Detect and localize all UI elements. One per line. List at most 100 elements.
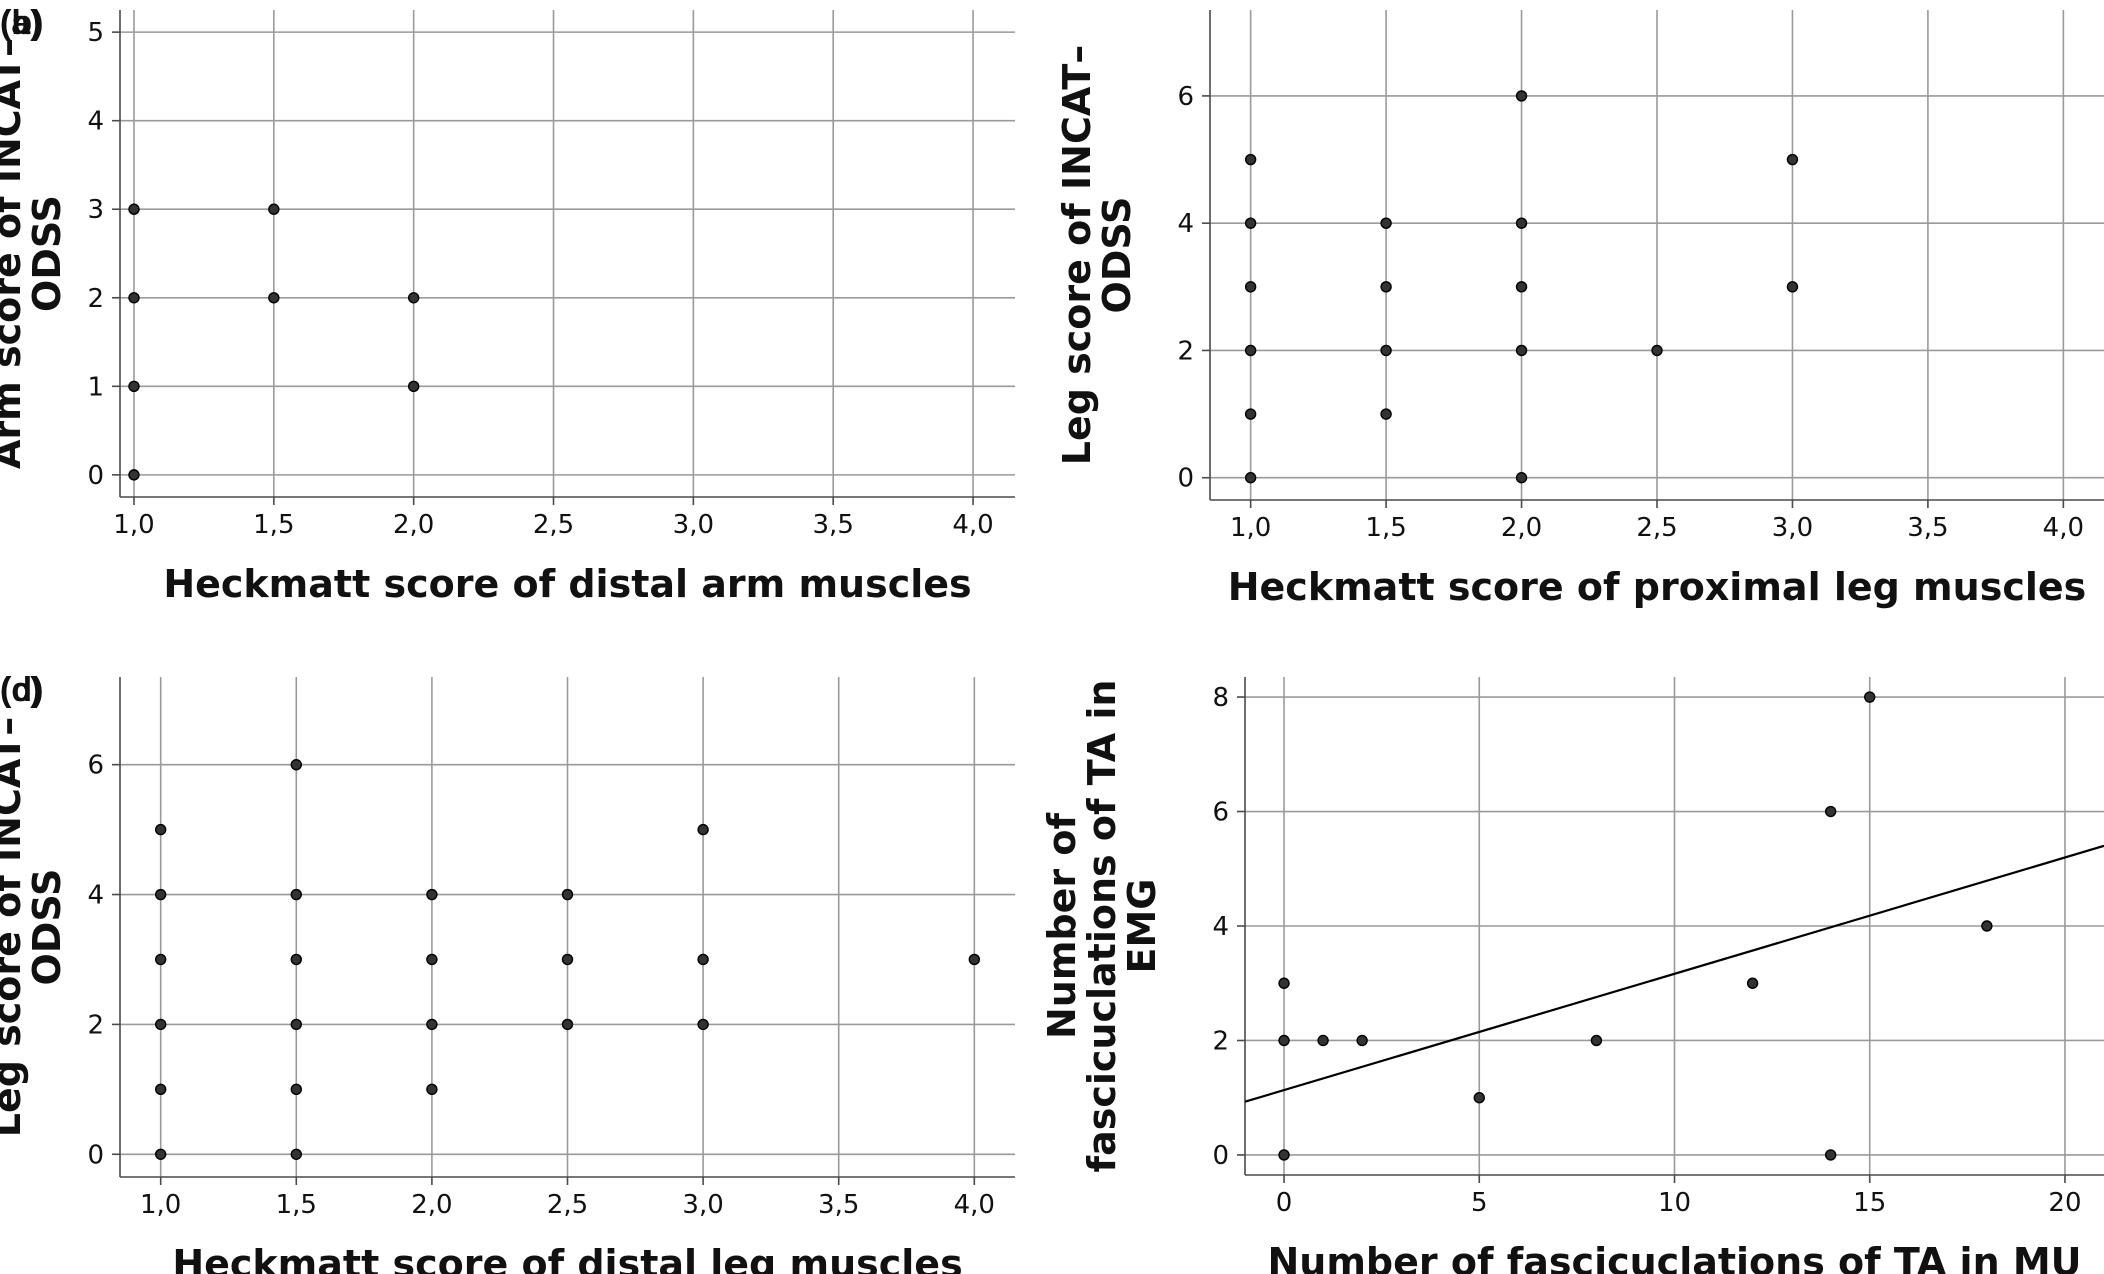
data-point — [1981, 920, 1993, 932]
data-point — [1864, 691, 1876, 703]
y-tick-label: 1 — [87, 372, 104, 402]
x-tick-label: 2,0 — [393, 510, 434, 540]
data-point — [154, 1148, 167, 1160]
panel-label: (a) — [0, 4, 42, 42]
x-tick-label: 1,5 — [276, 1190, 317, 1220]
x-tick-label: 3,5 — [813, 510, 854, 540]
data-point — [128, 203, 140, 215]
y-tick-label: 2 — [87, 1010, 104, 1040]
data-point — [407, 292, 420, 304]
data-point — [290, 953, 302, 966]
y-axis-title-line: EMG — [1120, 879, 1164, 974]
data-point — [697, 953, 709, 966]
x-tick-label: 0 — [1276, 1188, 1293, 1218]
data-point — [290, 1083, 302, 1096]
y-axis-title-line: ODSS — [25, 195, 69, 312]
x-tick-label: 10 — [1658, 1188, 1691, 1218]
data-point — [1244, 408, 1257, 420]
x-tick-label: 1,0 — [113, 510, 154, 540]
y-tick-label: 4 — [87, 107, 104, 137]
y-tick-label: 0 — [1177, 464, 1194, 494]
data-point — [154, 1018, 167, 1031]
x-tick-label: 4,0 — [2043, 513, 2084, 543]
y-tick-label: 5 — [87, 18, 104, 48]
data-point — [1824, 1149, 1837, 1161]
data-point — [290, 888, 302, 901]
x-tick-label: 5 — [1471, 1188, 1488, 1218]
data-point — [968, 953, 981, 966]
data-point — [697, 823, 709, 836]
data-point — [426, 1083, 438, 1096]
x-tick-label: 2,5 — [1636, 513, 1677, 543]
data-point — [1786, 153, 1799, 166]
data-point — [1380, 217, 1392, 229]
x-tick-label: 3,0 — [1772, 513, 1813, 543]
y-tick-label: 3 — [87, 195, 104, 225]
y-axis-title-line: Leg score of INCAT– — [0, 717, 29, 1138]
data-point — [1356, 1034, 1368, 1047]
data-point — [1515, 90, 1528, 102]
data-point — [268, 203, 280, 215]
data-point — [1786, 281, 1799, 293]
x-tick-label: 2,0 — [411, 1190, 452, 1220]
gridlines — [120, 677, 1015, 1177]
x-tick-label: 4,0 — [952, 510, 993, 540]
x-tick-label: 3,5 — [818, 1190, 859, 1220]
x-tick-label: 1,5 — [253, 510, 294, 540]
y-tick-label: 2 — [1177, 336, 1194, 366]
data-point — [561, 953, 574, 966]
data-point — [561, 1018, 574, 1031]
data-point — [1473, 1092, 1485, 1104]
data-point — [426, 888, 438, 901]
data-point — [1651, 344, 1663, 357]
y-tick-label: 0 — [87, 461, 104, 491]
data-point — [1380, 408, 1392, 420]
data-points — [1244, 90, 1799, 484]
panel-c: (c) 1,0 1,5 2,0 2,5 3,0 3,5 4,0 0 2 4 6 Heckmatt sco… — [0, 671, 1015, 1274]
data-point — [290, 758, 302, 771]
data-points — [1278, 691, 1993, 1161]
regression-line — [1244, 844, 2104, 1103]
y-axis-title-line: Arm score of INCAT– — [0, 38, 29, 469]
x-axis-title: Heckmatt score of proximal leg muscles — [1228, 565, 2087, 609]
data-point — [1515, 472, 1528, 484]
data-point — [1746, 977, 1759, 989]
data-point — [1244, 344, 1257, 357]
data-point — [1278, 977, 1290, 989]
panel-label: (c) — [0, 671, 42, 709]
y-tick-label: 6 — [1177, 82, 1194, 112]
data-point — [426, 1018, 438, 1031]
data-point — [154, 953, 167, 966]
data-point — [1244, 153, 1257, 166]
data-point — [426, 953, 438, 966]
x-tick-label: 2,5 — [533, 510, 574, 540]
panel-b: (b) 1,0 1,5 2,0 2,5 3,0 3,5 4,0 0 2 4 6 Heckmatt sco… — [0, 4, 2104, 609]
data-point — [1824, 805, 1837, 818]
data-point — [1515, 344, 1528, 357]
y-axis-title-line: Leg score of INCAT– — [1055, 45, 1099, 466]
data-point — [154, 1083, 167, 1096]
data-point — [1278, 1149, 1290, 1161]
x-axis-title: Number of fascicuclations of TA in MU — [1267, 1240, 2081, 1274]
panel-label: (d) — [0, 671, 43, 709]
x-tick-label: 3,0 — [673, 510, 714, 540]
y-tick-label: 8 — [1212, 683, 1229, 713]
data-point — [1590, 1034, 1603, 1047]
data-point — [407, 380, 420, 393]
data-point — [1244, 472, 1257, 484]
x-axis-title: Heckmatt score of distal arm muscles — [163, 562, 971, 606]
y-axis-title-line: fascicuclations of TA in — [1080, 680, 1124, 1173]
data-point — [290, 1148, 302, 1160]
data-point — [1515, 281, 1528, 293]
x-tick-label: 1,0 — [1230, 513, 1271, 543]
data-point — [561, 888, 574, 901]
data-point — [154, 823, 167, 836]
x-tick-label: 1,0 — [140, 1190, 181, 1220]
y-axis-title-line: Number of — [1040, 813, 1084, 1040]
panel-a: (a) 1,0 1,5 2,0 2,5 3,0 3,5 4,0 0 1 2 3 4 5 Heckmatt s… — [0, 4, 1015, 606]
data-point — [128, 469, 140, 481]
x-tick-label: 3,0 — [682, 1190, 723, 1220]
data-point — [1244, 217, 1257, 229]
